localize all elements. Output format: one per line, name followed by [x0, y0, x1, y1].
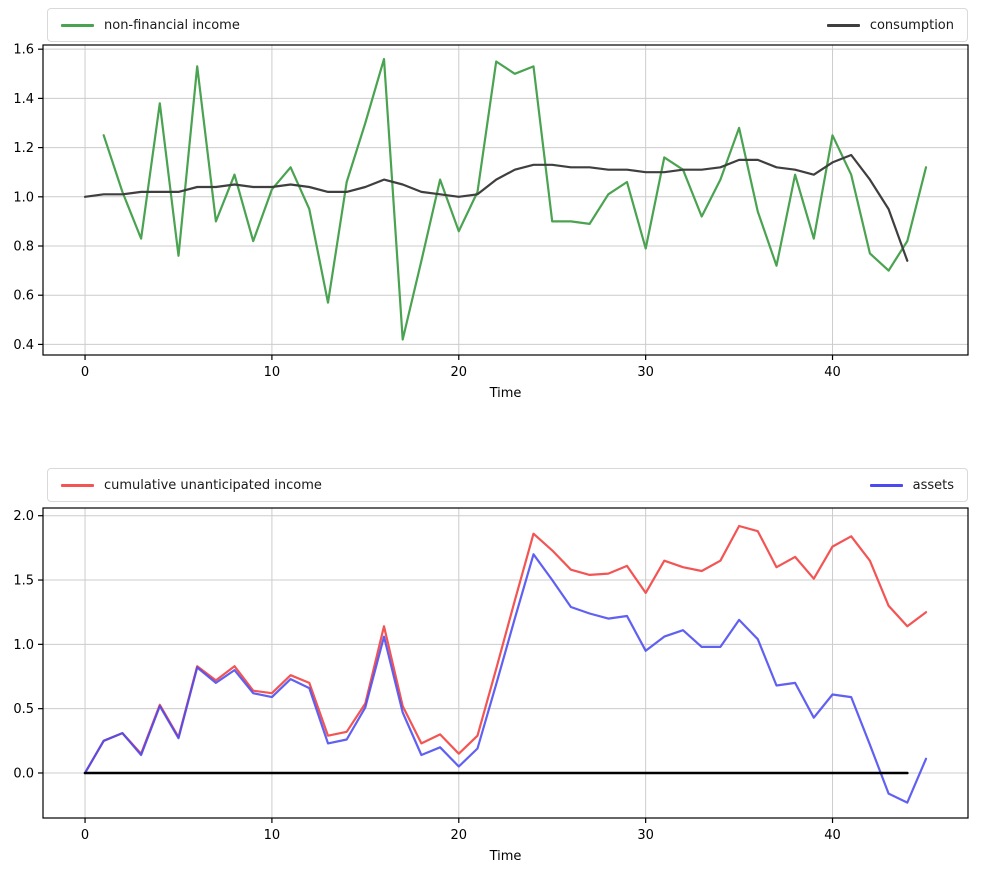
bottom-chart-grid: [43, 508, 968, 818]
top-chart-ytick-label: 1.4: [13, 92, 34, 107]
legend-entry-assets: assets: [869, 477, 954, 493]
assets-legend-line-icon: [869, 483, 903, 487]
bottom-chart: 0 10 20 30 40 0.0 0.5 1.0 1.5 2.0 Time: [13, 507, 969, 864]
top-chart-ticks: [38, 48, 834, 360]
cumulative-income-legend-label: cumulative unanticipated income: [104, 477, 322, 493]
assets-legend-label: assets: [912, 477, 954, 493]
bottom-chart-series-cumulative-unanticipated-income: [83, 524, 928, 775]
top-chart-ytick-label: 1.2: [13, 141, 34, 156]
bottom-chart-spines: [42, 507, 969, 819]
income-legend-line-icon: [61, 23, 94, 27]
legend-entry-consumption: consumption: [826, 17, 954, 33]
top-chart-ytick-label: 0.6: [13, 289, 34, 304]
consumption-legend-label: consumption: [869, 17, 954, 33]
bottom-chart-xtick-label: 30: [637, 828, 654, 843]
top-chart-series-consumption: [83, 153, 909, 262]
top-chart-ytick-label: 1.6: [13, 43, 34, 58]
bottom-chart-xtick-label: 40: [824, 828, 841, 843]
top-chart-ytick-label: 0.4: [13, 338, 34, 353]
top-chart-spines: [42, 44, 969, 356]
bottom-chart-xlabel: Time: [489, 849, 522, 864]
legend-entry-nonfinancial-income: non-financial income: [61, 18, 240, 33]
top-legend: non-financial income consumption: [47, 8, 968, 42]
top-chart-xlabel: Time: [489, 386, 522, 401]
bottom-chart-xtick-label: 0: [81, 828, 89, 843]
top-chart-xtick-label: 30: [637, 365, 654, 380]
bottom-chart-ytick-label: 1.5: [13, 574, 34, 589]
income-legend-label: non-financial income: [104, 17, 240, 33]
top-chart-xtick-label: 40: [824, 365, 841, 380]
top-chart-xtick-label: 20: [451, 365, 468, 380]
top-chart-ytick-label: 0.8: [13, 240, 34, 255]
bottom-chart-ytick-label: 2.0: [13, 509, 34, 524]
top-chart-ytick-label: 1.0: [13, 190, 34, 205]
bottom-chart-series-assets: [83, 553, 928, 804]
bottom-chart-xtick-label: 10: [264, 828, 281, 843]
cumulative-income-legend-line-icon: [61, 483, 94, 487]
top-chart-xtick-label: 10: [264, 365, 281, 380]
legend-entry-cumulative-income: cumulative unanticipated income: [61, 478, 322, 493]
bottom-legend: cumulative unanticipated income assets: [47, 468, 968, 502]
top-chart-xtick-label: 0: [81, 365, 89, 380]
bottom-chart-ticks: [38, 515, 834, 823]
bottom-chart-xtick-label: 20: [451, 828, 468, 843]
top-chart-series-non-financial-income: [102, 57, 928, 341]
consumption-legend-line-icon: [826, 23, 860, 27]
top-chart-grid: [43, 45, 968, 355]
bottom-chart-ytick-label: 0.0: [13, 766, 34, 781]
bottom-chart-ytick-label: 0.5: [13, 702, 34, 717]
top-chart: 0 10 20 30 40 0.4 0.6 0.8 1.0 1.2 1.4 1.6 Time: [13, 43, 969, 401]
bottom-chart-ytick-label: 1.0: [13, 638, 34, 653]
